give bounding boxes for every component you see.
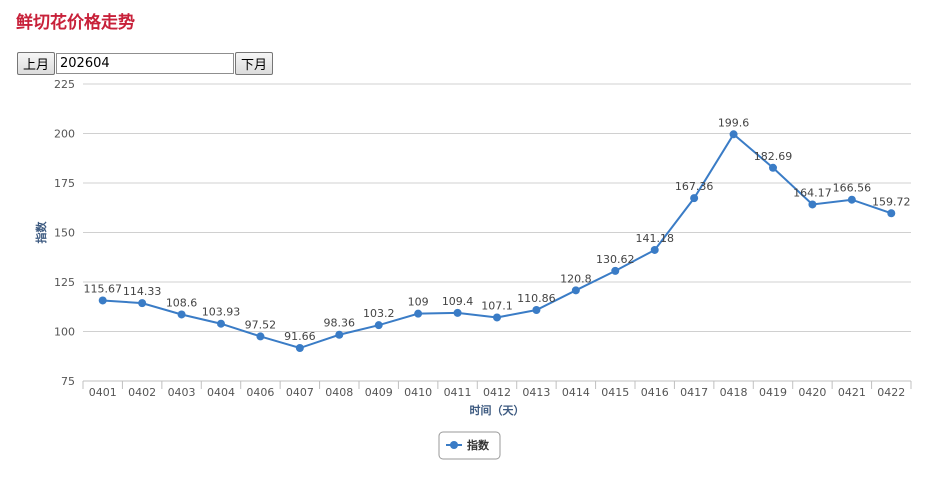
data-point[interactable]	[256, 332, 265, 341]
data-point[interactable]	[808, 200, 817, 209]
x-tick-label: 0403	[168, 386, 196, 399]
data-label: 97.52	[245, 318, 277, 331]
x-tick-label: 0404	[207, 386, 235, 399]
data-label: 115.67	[83, 282, 122, 295]
data-label: 182.69	[754, 150, 793, 163]
data-label: 98.36	[324, 317, 356, 330]
x-tick-label: 0418	[720, 386, 748, 399]
x-tick-label: 0422	[877, 386, 905, 399]
data-point[interactable]	[729, 130, 738, 139]
next-month-button[interactable]: 下月	[235, 52, 274, 75]
data-label: 110.86	[517, 292, 556, 305]
x-tick-label: 0401	[89, 386, 117, 399]
data-point[interactable]	[295, 344, 304, 353]
data-label: 166.56	[833, 182, 872, 195]
data-point[interactable]	[571, 286, 580, 295]
data-point[interactable]	[611, 266, 620, 275]
data-label: 199.6	[718, 116, 750, 129]
data-label: 114.33	[123, 285, 162, 298]
data-point[interactable]	[217, 319, 225, 328]
x-tick-label: 0419	[759, 386, 787, 399]
y-tick-label: 150	[54, 227, 75, 240]
data-point[interactable]	[847, 195, 856, 204]
x-tick-label: 0408	[325, 386, 353, 399]
month-input[interactable]	[56, 53, 235, 74]
data-label: 107.1	[481, 299, 513, 312]
data-label: 167.36	[675, 180, 714, 193]
x-axis-title: 时间（天）	[470, 403, 525, 417]
data-point[interactable]	[453, 308, 462, 317]
x-axis-ticks: 0401 0402 0403 0404 0406 0407 0408 0409 0410 0411…	[82, 380, 912, 399]
data-point[interactable]	[177, 310, 186, 319]
data-point[interactable]	[374, 321, 383, 330]
x-tick-label: 0420	[798, 386, 826, 399]
x-tick-label: 0421	[838, 386, 866, 399]
x-tick-label: 0409	[365, 386, 393, 399]
y-tick-label: 125	[54, 276, 75, 289]
legend-marker-icon	[450, 441, 458, 449]
y-axis-title: 指数	[34, 221, 48, 244]
x-tick-label: 0417	[680, 386, 708, 399]
legend[interactable]: 指数	[438, 431, 501, 460]
data-label: 120.8	[560, 272, 592, 285]
data-label: 130.62	[596, 253, 635, 266]
prev-month-button[interactable]: 上月	[17, 52, 56, 75]
y-tick-label: 225	[54, 78, 75, 91]
legend-label: 指数	[467, 438, 490, 452]
x-tick-label: 0415	[601, 386, 629, 399]
x-tick-label: 0414	[562, 386, 590, 399]
data-point[interactable]	[650, 245, 659, 254]
data-point[interactable]	[98, 296, 107, 305]
data-point[interactable]	[414, 309, 423, 318]
data-label: 103.2	[363, 307, 395, 320]
data-label: 159.72	[872, 195, 911, 208]
data-label: 91.66	[284, 330, 316, 343]
data-label: 141.18	[635, 232, 674, 245]
x-tick-label: 0413	[522, 386, 550, 399]
y-tick-label: 200	[54, 128, 75, 141]
data-point[interactable]	[493, 313, 501, 322]
data-point[interactable]	[690, 194, 699, 203]
data-point[interactable]	[887, 209, 896, 218]
y-tick-label: 75	[61, 375, 75, 388]
x-tick-label: 0406	[246, 386, 274, 399]
x-tick-label: 0412	[483, 386, 511, 399]
legend-box	[438, 431, 501, 460]
series-index: 115.67 114.33 108.6 103.93 97.52 91.66 98.36 10…	[83, 116, 911, 353]
month-navigator: 上月 下月	[17, 52, 274, 75]
data-point[interactable]	[532, 305, 541, 314]
data-label: 103.93	[202, 306, 241, 319]
x-tick-label: 0402	[128, 386, 156, 399]
x-tick-label: 0411	[444, 386, 472, 399]
data-label: 108.6	[166, 296, 198, 309]
x-tick-label: 0416	[641, 386, 669, 399]
data-label: 109	[408, 296, 429, 309]
data-label: 164.17	[793, 186, 832, 199]
grid-lines	[83, 83, 911, 382]
data-label: 109.4	[442, 295, 474, 308]
data-point[interactable]	[335, 330, 344, 339]
page-title: 鲜切花价格走势	[16, 13, 135, 33]
y-tick-label: 175	[54, 177, 75, 190]
data-point[interactable]	[769, 163, 777, 172]
y-axis-ticks: 75 100 125 150 175 200 225	[54, 78, 75, 388]
x-tick-label: 0410	[404, 386, 432, 399]
y-tick-label: 100	[54, 326, 75, 339]
x-tick-label: 0407	[286, 386, 314, 399]
data-point[interactable]	[138, 299, 147, 308]
